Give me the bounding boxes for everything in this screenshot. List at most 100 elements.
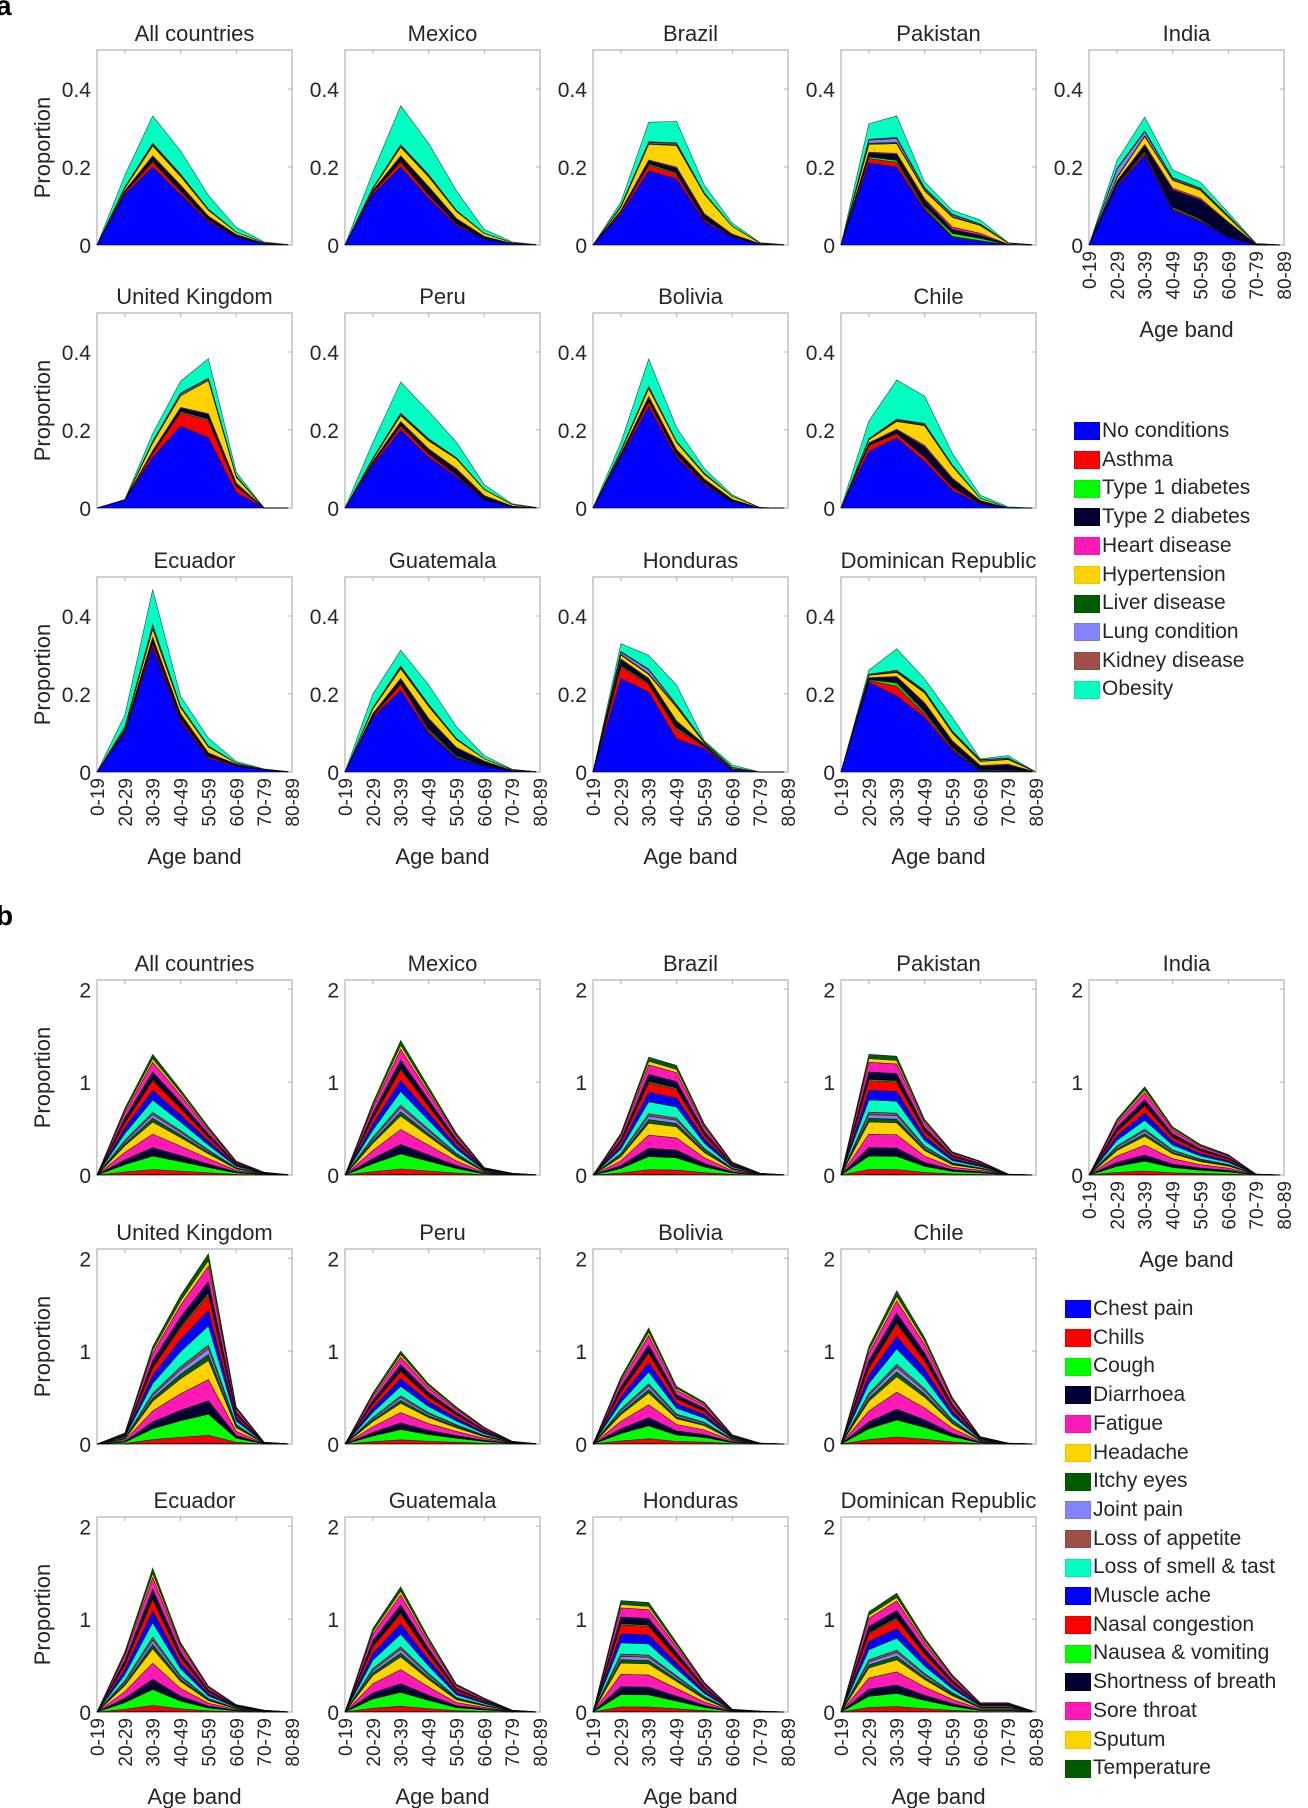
x-tick-label: 0-19 (584, 1718, 605, 1756)
x-tick-label: 70-79 (999, 1718, 1020, 1767)
subplot-title: Ecuador (154, 548, 236, 573)
y-tick-label: 0 (79, 1165, 91, 1188)
y-tick-label: 0 (823, 498, 835, 521)
legend-label: Temperature (1093, 1756, 1211, 1780)
legend-swatch (1065, 1529, 1091, 1548)
x-tick-label: 30-39 (144, 1718, 165, 1767)
x-tick-label: 20-29 (1108, 1181, 1129, 1230)
subplot-title: India (1163, 21, 1211, 46)
x-tick-label: 30-39 (888, 1718, 909, 1767)
legend-swatch (1065, 1357, 1091, 1376)
legend-label: Nasal congestion (1093, 1612, 1255, 1636)
x-tick-label: 50-59 (943, 1718, 964, 1767)
subplot-b-brazil: Brazil 0 1 2 (575, 951, 789, 1188)
legend-label: Cough (1093, 1354, 1155, 1378)
x-tick-label: 60-69 (971, 778, 992, 827)
legend-label: Lung condition (1102, 619, 1239, 643)
x-tick-label: 30-39 (640, 1718, 661, 1767)
area-obesity (96, 358, 292, 509)
legend-item-asthma: Asthma (1074, 446, 1250, 475)
x-tick-label: 0-19 (832, 778, 853, 816)
subplot-title: United Kingdom (116, 1220, 273, 1245)
x-tick-label: 40-49 (172, 778, 193, 827)
x-tick-label: 70-79 (751, 778, 772, 827)
x-tick-label: 30-39 (1136, 1181, 1157, 1230)
y-tick-label: 0.2 (1054, 157, 1083, 180)
subplot-title: Guatemala (389, 548, 497, 573)
x-tick-label: 60-69 (723, 1718, 744, 1767)
subplot-b-united-kingdom: United Kingdom 0 1 2 Proportion (30, 1220, 293, 1457)
x-axis-label: Age band (643, 844, 737, 869)
legend-item-no-conditions: No conditions (1074, 417, 1250, 446)
subplot-a-pakistan: Pakistan 0 0.2 0.4 (806, 21, 1037, 258)
y-tick-label: 1 (327, 1072, 339, 1095)
y-tick-label: 0 (823, 1434, 835, 1457)
legend-item-itchy-eyes: Itchy eyes (1065, 1467, 1276, 1496)
x-tick-label: 50-59 (1191, 251, 1212, 300)
legend-panel-b: Chest pain Chills Cough Diarrhoea Fatigue Hea… (1065, 1295, 1276, 1783)
x-tick-label: 0-19 (336, 778, 357, 816)
subplot-title: United Kingdom (116, 284, 273, 309)
legend-swatch (1065, 1730, 1091, 1749)
y-tick-label: 2 (79, 1516, 91, 1539)
legend-item-sputum: Sputum (1065, 1726, 1276, 1755)
y-tick-label: 1 (79, 1341, 91, 1364)
y-tick-label: 0.2 (558, 157, 587, 180)
y-tick-label: 1 (327, 1609, 339, 1632)
legend-item-sore-throat: Sore throat (1065, 1697, 1276, 1726)
y-tick-label: 0.4 (310, 79, 340, 102)
legend-swatch (1065, 1386, 1091, 1405)
legend-label: Joint pain (1093, 1497, 1183, 1521)
legend-item-joint-pain: Joint pain (1065, 1496, 1276, 1525)
legend-swatch (1065, 1443, 1091, 1462)
legend-label: Type 2 diabetes (1102, 505, 1251, 529)
x-tick-label: 80-89 (1027, 778, 1048, 827)
y-tick-label: 0.4 (1054, 79, 1084, 102)
legend-label: Headache (1093, 1440, 1189, 1464)
y-tick-label: 0 (327, 1434, 339, 1457)
x-tick-label: 70-79 (503, 1718, 524, 1767)
y-axis-label: Proportion (30, 1564, 55, 1666)
x-tick-label: 80-89 (1275, 251, 1296, 300)
y-tick-label: 0 (327, 1702, 339, 1725)
x-tick-label: 20-29 (364, 1718, 385, 1767)
legend-item-fatigue: Fatigue (1065, 1410, 1276, 1439)
legend-label: Chills (1093, 1325, 1145, 1349)
subplot-b-honduras: Honduras 0 1 2 0-19 20-29 30-39 40-49 50-59 60-69… (575, 1488, 800, 1808)
x-tick-label: 60-69 (971, 1718, 992, 1767)
legend-swatch (1074, 623, 1100, 642)
subplot-title: Peru (419, 284, 465, 309)
subplot-b-guatemala: Guatemala 0 1 2 0-19 20-29 30-39 40-49 50-59 60-6… (327, 1488, 552, 1808)
y-tick-label: 2 (575, 979, 587, 1002)
legend-item-diarrhoea: Diarrhoea (1065, 1381, 1276, 1410)
subplot-b-peru: Peru 0 1 2 (327, 1220, 541, 1457)
legend-label: Asthma (1102, 447, 1174, 471)
subplot-title: Mexico (408, 21, 478, 46)
subplot-b-dominican-republic: Dominican Republic 0 1 2 0-19 20-29 30-39 40-49… (823, 1488, 1048, 1808)
y-tick-label: 0.2 (62, 684, 91, 707)
y-tick-label: 1 (575, 1609, 587, 1632)
x-tick-label: 80-89 (283, 778, 304, 827)
x-tick-label: 0-19 (584, 778, 605, 816)
panel-b-label: b (0, 900, 14, 931)
legend-swatch (1074, 537, 1100, 556)
x-tick-label: 80-89 (283, 1718, 304, 1767)
y-tick-label: 0 (327, 498, 339, 521)
legend-swatch (1065, 1472, 1091, 1491)
y-tick-label: 0 (79, 1434, 91, 1457)
legend-item-liver-disease: Liver disease (1074, 589, 1250, 618)
legend-item-muscle-ache: Muscle ache (1065, 1582, 1276, 1611)
x-tick-label: 50-59 (199, 778, 220, 827)
y-tick-label: 0.4 (62, 342, 92, 365)
area-obesity (592, 643, 788, 773)
x-axis-label: Age band (643, 1784, 737, 1808)
subplot-a-ecuador: Ecuador 0 0.2 0.4 Proportion 0-19 20-29 30-39 40… (30, 548, 304, 869)
x-tick-label: 50-59 (695, 1718, 716, 1767)
x-tick-label: 80-89 (779, 1718, 800, 1767)
y-tick-label: 0.4 (558, 79, 588, 102)
legend-label: Loss of smell & tast (1093, 1555, 1276, 1579)
x-tick-label: 60-69 (1219, 1181, 1240, 1230)
y-tick-label: 2 (823, 979, 835, 1002)
subplot-a-bolivia: Bolivia 0 0.2 0.4 (558, 284, 789, 521)
subplot-a-india: India 0 0.2 0.4 0-19 20-29 30-39 40-49 50-59 60-6… (1054, 21, 1296, 342)
